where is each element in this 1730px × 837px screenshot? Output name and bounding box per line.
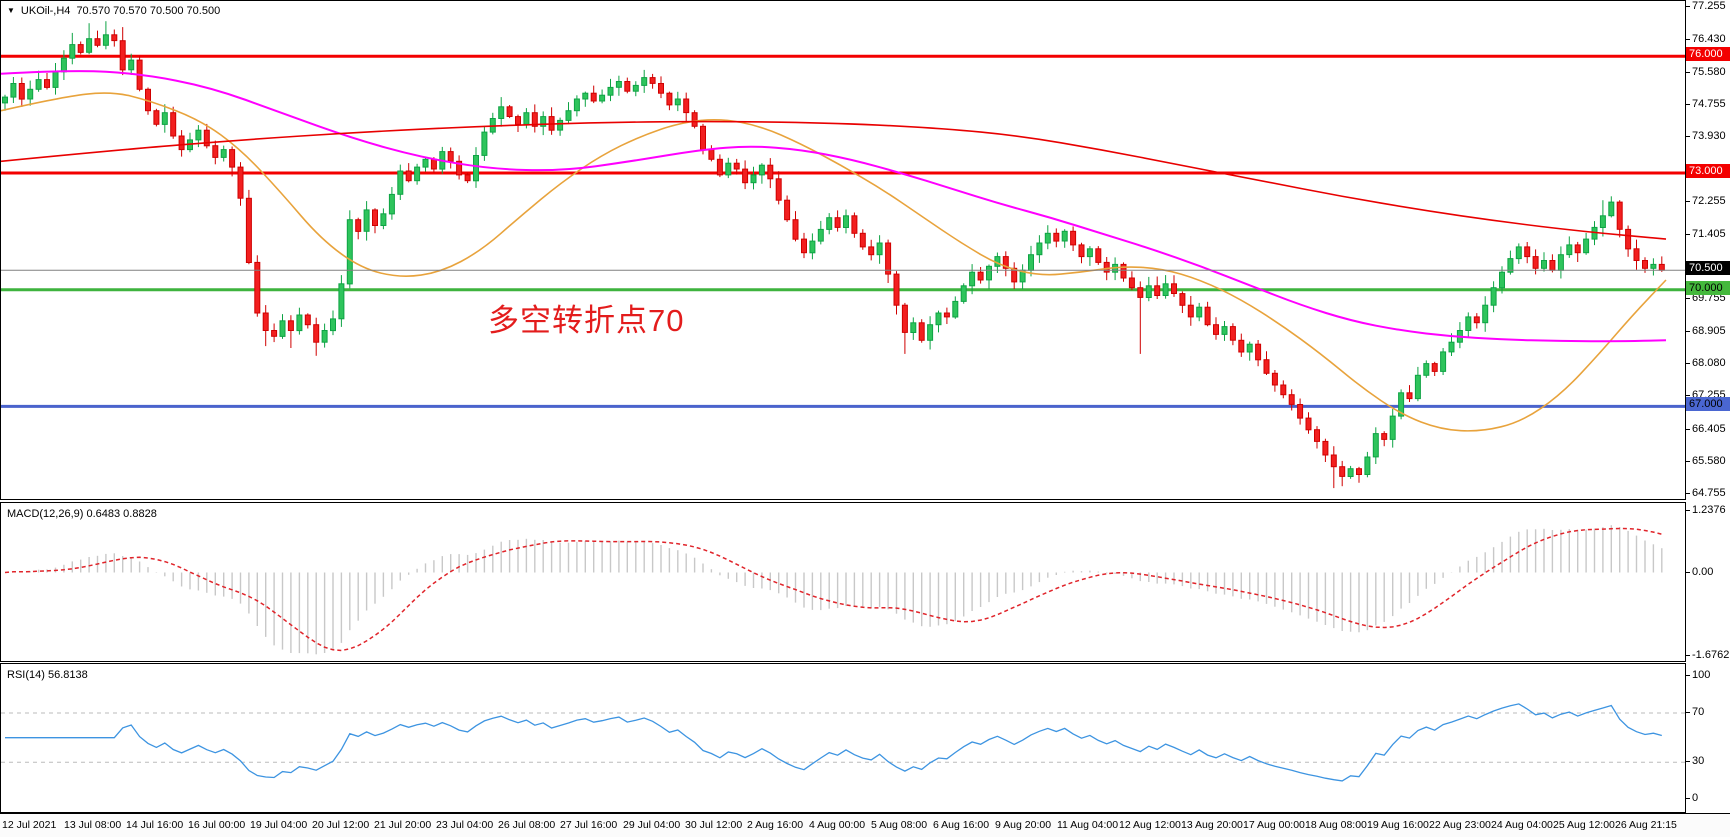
time-label: 13 Jul 08:00 (64, 819, 122, 831)
main-chart-panel[interactable]: ▼ UKOil-,H4 70.570 70.570 70.500 70.500 … (0, 0, 1686, 500)
macd-label: MACD(12,26,9) 0.6483 0.8828 (7, 508, 157, 520)
price-tick-label: 66.405 (1692, 423, 1726, 435)
macd-tick-label: 0.00 (1692, 566, 1714, 578)
rsi-tick-mark (1686, 712, 1690, 713)
rsi-line (5, 703, 1662, 782)
time-label: 25 Aug 12:00 (1553, 819, 1615, 831)
price-tick-mark (1686, 6, 1690, 7)
rsi-tick-label: 70 (1692, 706, 1705, 718)
time-axis[interactable]: 12 Jul 2021 13 Jul 08:00 14 Jul 16:00 16 Ju… (0, 813, 1730, 837)
price-tick-mark (1686, 234, 1690, 235)
price-tick-label: 69.755 (1692, 292, 1726, 304)
symbol-info: ▼ UKOil-,H4 70.570 70.570 70.500 70.500 (7, 5, 220, 17)
time-label: 5 Aug 08:00 (871, 819, 928, 831)
price-tick-label: 68.080 (1692, 357, 1726, 369)
rsi-tick-mark (1686, 675, 1690, 676)
price-axis[interactable]: 77.255 76.430 75.580 74.755 73.930 72.255 71.4… (1686, 0, 1730, 813)
macd-chart[interactable] (1, 503, 1685, 661)
macd-tick-label: -1.6762 (1692, 649, 1730, 661)
price-tick-mark (1686, 493, 1690, 494)
price-tick-label: 64.755 (1692, 487, 1726, 499)
ma-mid-magenta (1, 70, 1667, 343)
price-level-badge: 70.000 (1686, 281, 1730, 295)
time-label: 12 Aug 12:00 (1119, 819, 1181, 831)
time-label: 21 Jul 20:00 (374, 819, 432, 831)
macd-signal-line (4, 527, 1662, 652)
price-tick-label: 73.930 (1692, 130, 1726, 142)
time-label: 26 Aug 21:15 (1615, 819, 1677, 831)
price-tick-label: 74.755 (1692, 98, 1726, 110)
time-label: 17 Aug 00:00 (1243, 819, 1305, 831)
macd-tick-mark (1686, 572, 1690, 573)
price-tick-mark (1686, 136, 1690, 137)
time-label: 26 Jul 08:00 (498, 819, 556, 831)
rsi-panel[interactable]: RSI(14) 56.8138 (0, 663, 1686, 813)
time-label: 16 Jul 00:00 (188, 819, 246, 831)
time-label: 30 Jul 12:00 (685, 819, 743, 831)
candlestick-chart[interactable] (1, 1, 1685, 499)
rsi-tick-label: 0 (1692, 792, 1699, 804)
rsi-tick-mark (1686, 761, 1690, 762)
price-level-badge: 73.000 (1686, 164, 1730, 178)
price-tick-mark (1686, 72, 1690, 73)
price-tick-label: 77.255 (1692, 0, 1726, 12)
price-tick-mark (1686, 331, 1690, 332)
time-label: 19 Jul 04:00 (250, 819, 308, 831)
time-label: 20 Jul 12:00 (312, 819, 370, 831)
price-tick-mark (1686, 429, 1690, 430)
price-tick-mark (1686, 39, 1690, 40)
time-label: 6 Aug 16:00 (933, 819, 990, 831)
dropdown-arrow-icon[interactable]: ▼ (7, 6, 15, 15)
time-label: 18 Aug 08:00 (1305, 819, 1367, 831)
price-tick-mark (1686, 363, 1690, 364)
time-label: 2 Aug 16:00 (747, 819, 804, 831)
time-label: 11 Aug 04:00 (1057, 819, 1119, 831)
macd-tick-mark (1686, 655, 1690, 656)
chart-annotation[interactable]: 多空转折点70 (488, 303, 685, 338)
time-label: 9 Aug 20:00 (995, 819, 1052, 831)
rsi-tick-label: 30 (1692, 755, 1705, 767)
price-level-badge: 67.000 (1686, 397, 1730, 411)
price-level-badge: 70.500 (1686, 261, 1730, 275)
rsi-label: RSI(14) 56.8138 (7, 669, 88, 681)
price-tick-mark (1686, 461, 1690, 462)
macd-panel[interactable]: MACD(12,26,9) 0.6483 0.8828 (0, 502, 1686, 662)
rsi-tick-label: 100 (1692, 669, 1711, 681)
price-tick-label: 76.430 (1692, 33, 1726, 45)
price-tick-label: 71.405 (1692, 228, 1726, 240)
price-level-badge: 76.000 (1686, 47, 1730, 61)
ohlc-readout: 70.570 70.570 70.500 70.500 (76, 5, 221, 17)
macd-tick-mark (1686, 510, 1690, 511)
time-label: 13 Aug 20:00 (1181, 819, 1243, 831)
time-label: 12 Jul 2021 (2, 819, 57, 831)
time-label: 27 Jul 16:00 (560, 819, 618, 831)
time-label: 4 Aug 00:00 (809, 819, 866, 831)
price-tick-mark (1686, 104, 1690, 105)
macd-tick-label: 1.2376 (1692, 504, 1726, 516)
ma-slow-red (1, 120, 1667, 240)
price-tick-mark (1686, 395, 1690, 396)
rsi-chart[interactable] (1, 664, 1685, 812)
time-label: 23 Jul 04:00 (436, 819, 494, 831)
price-tick-label: 75.580 (1692, 66, 1726, 78)
time-label: 22 Aug 23:00 (1429, 819, 1491, 831)
time-label: 14 Jul 16:00 (126, 819, 184, 831)
time-label: 24 Aug 04:00 (1491, 819, 1553, 831)
price-tick-label: 72.255 (1692, 195, 1726, 207)
time-label: 19 Aug 16:00 (1367, 819, 1429, 831)
symbol-name: UKOil-,H4 (20, 5, 71, 17)
ma-fast-orange (1, 92, 1667, 432)
price-tick-label: 68.905 (1692, 325, 1726, 337)
price-tick-mark (1686, 298, 1690, 299)
price-tick-label: 65.580 (1692, 455, 1726, 467)
price-tick-mark (1686, 201, 1690, 202)
rsi-tick-mark (1686, 798, 1690, 799)
time-label: 29 Jul 04:00 (623, 819, 681, 831)
